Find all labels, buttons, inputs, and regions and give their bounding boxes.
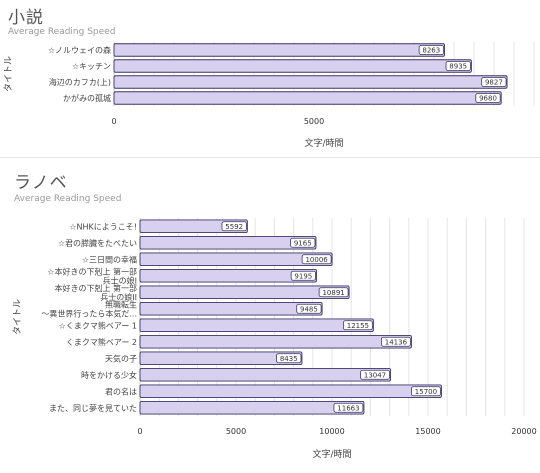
x-axis-title: 文字/時間: [304, 137, 343, 149]
category-label: 天気の子: [105, 353, 137, 363]
data-label-box: [296, 303, 322, 314]
bar: [139, 252, 333, 266]
x-axis-title: 文字/時間: [312, 448, 351, 460]
data-label-box: [418, 45, 444, 55]
bar: [139, 219, 248, 233]
data-label: 15700: [415, 388, 437, 396]
data-label-box: [381, 336, 411, 347]
bar: [113, 59, 472, 73]
data-label: 10891: [322, 289, 344, 297]
data-label: 8435: [280, 355, 298, 363]
category-label: ☆NHKにようこそ!: [69, 222, 137, 231]
data-label: 10006: [305, 256, 328, 264]
data-label-box: [290, 270, 316, 281]
category-label: ☆くまクマ熊ベアー 1: [59, 320, 137, 330]
x-tick-label: 5000: [304, 117, 324, 126]
data-label: 9165: [294, 239, 312, 247]
data-label-box: [221, 221, 247, 232]
bar: [139, 351, 303, 365]
data-label-box: [342, 320, 373, 331]
chart-subtitle: Average Reading Speed: [8, 27, 116, 37]
data-label: 13047: [364, 371, 386, 379]
category-label: ☆本好きの下剋上 第一部: [47, 266, 137, 276]
data-label: 9485: [300, 305, 318, 313]
category-label: 時をかける少女: [81, 370, 137, 380]
category-label: かがみの孤城: [63, 93, 111, 103]
data-label: 8263: [422, 47, 440, 55]
bar: [113, 75, 508, 89]
bar: [139, 318, 374, 332]
category-label: また、同じ夢を見ていた: [49, 403, 137, 413]
bar: [139, 401, 365, 415]
data-label: 14136: [385, 338, 408, 346]
data-label-box: [411, 386, 441, 397]
y-axis-title: タイトル: [3, 56, 14, 92]
x-tick-label: 10000: [319, 427, 344, 436]
light-novel-chart-panel: ラノベ Average Reading Speed 5592 ☆NHKにようこそ!…: [0, 164, 540, 473]
category-label: 君の名は: [105, 386, 137, 396]
light-novel-bar-chart: 5592 ☆NHKにようこそ! 9165 ☆君の膵臓をたべたい 10006 ☆三日間の幸福…: [12, 218, 537, 460]
category-label: ☆君の膵臓をたべたい: [58, 238, 137, 248]
data-label-box: [475, 93, 501, 103]
novel-bar-chart: 8263 ☆ノルウェイの森 8935 ☆キッチン 9827 海辺のカフカ(上) 9680 かが…: [3, 42, 535, 149]
data-label-box: [445, 61, 471, 71]
category-label: ☆キッチン: [72, 62, 111, 71]
category-label: 本好きの下剋上 第一部: [54, 283, 137, 293]
category-label: ☆三日間の幸福: [82, 255, 137, 264]
x-tick-label: 0: [137, 427, 142, 436]
bar: [139, 335, 412, 349]
data-label: 12155: [347, 322, 369, 330]
category-label: ☆ノルウェイの森: [48, 45, 111, 55]
x-tick-label: 0: [111, 117, 116, 126]
data-label-box: [318, 287, 349, 298]
chart-title: 小説: [8, 8, 44, 28]
data-label-box: [481, 77, 507, 87]
section-divider: [0, 157, 540, 158]
data-label: 8935: [449, 63, 467, 71]
x-tick-label: 20000: [511, 427, 536, 436]
category-label: くまクマ熊ベアー 2: [66, 337, 137, 347]
chart-title: ラノベ: [14, 173, 68, 193]
data-label-box: [290, 237, 316, 248]
bar: [113, 43, 445, 57]
bar: [113, 91, 502, 105]
chart-subtitle: Average Reading Speed: [14, 194, 122, 204]
novel-chart-panel: 小説 Average Reading Speed 8263 ☆ノルウェイの森 893…: [0, 0, 540, 150]
category-label: 海辺のカフカ(上): [49, 77, 111, 87]
data-label-box: [333, 402, 364, 413]
category-label: 兵士の娘I: [103, 275, 137, 285]
category-label: 兵士の娘II: [100, 292, 137, 302]
data-label-box: [276, 353, 302, 364]
data-label: 11663: [337, 404, 359, 412]
y-axis-title: タイトル: [12, 299, 23, 335]
x-tick-label: 15000: [415, 427, 440, 436]
data-label: 9680: [479, 95, 497, 103]
bar: [139, 302, 323, 316]
data-label: 5592: [225, 223, 243, 231]
category-label: ～異世界行ったら本気だ...: [41, 308, 137, 318]
bar: [139, 368, 391, 382]
bar: [139, 285, 350, 299]
data-label: 9195: [294, 272, 312, 280]
category-label: 無職転生: [105, 299, 137, 309]
data-label-box: [360, 369, 390, 380]
data-label-box: [301, 254, 332, 265]
bar: [139, 269, 317, 283]
data-label: 9827: [485, 79, 503, 87]
x-tick-label: 5000: [226, 427, 246, 436]
bar: [139, 384, 442, 398]
bar: [139, 236, 317, 250]
